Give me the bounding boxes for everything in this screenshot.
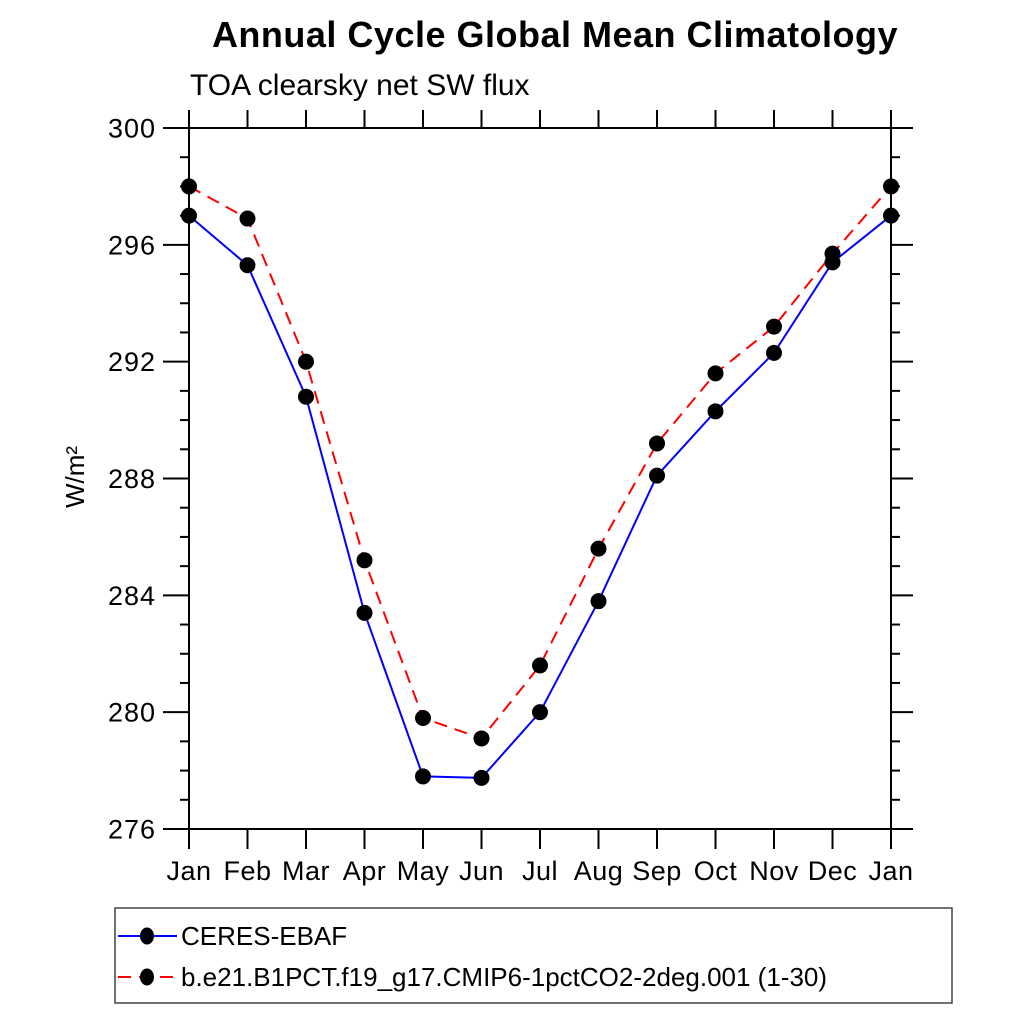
data-point-marker-series-1 — [824, 245, 841, 262]
y-tick-label: 292 — [108, 347, 156, 377]
data-point-marker-series-0 — [649, 467, 665, 484]
x-tick-label: Jan — [166, 856, 211, 886]
data-point-marker-series-0 — [473, 769, 490, 786]
data-point-marker-series-1 — [415, 710, 431, 727]
y-tick-label: 288 — [108, 464, 156, 494]
plot-frame — [188, 127, 892, 830]
data-point-marker-series-0 — [239, 257, 256, 274]
plot-area: 276 280 284 288 292 296 300 Jan Feb Mar Apr May Jun J… — [108, 110, 913, 886]
x-tick-label: Aug — [574, 856, 624, 886]
data-point-marker-series-1 — [356, 552, 373, 569]
legend-label-0: CERES-EBAF — [181, 921, 347, 951]
data-point-marker-series-0 — [766, 344, 782, 361]
y-tick-label: 280 — [108, 698, 156, 728]
x-tick-label: Feb — [223, 856, 271, 886]
legend: CERES-EBAF b.e21.B1PCT.f19_g17.CMIP6-1pct… — [114, 907, 953, 1004]
data-point-marker-series-1 — [707, 365, 724, 382]
chart-subtitle: TOA clearsky net SW flux — [190, 69, 530, 102]
data-point-marker-series-1 — [649, 435, 665, 452]
x-tick-label: Nov — [749, 856, 799, 886]
data-point-marker-series-0 — [707, 403, 724, 420]
x-tick-label: Apr — [343, 856, 387, 886]
data-point-marker-series-1 — [181, 178, 197, 195]
series-line-1 — [188, 185, 892, 740]
x-tick-label: Jun — [459, 856, 504, 886]
data-point-marker-series-1 — [883, 178, 899, 195]
data-point-marker-series-1 — [590, 540, 607, 557]
y-tick-label: 284 — [108, 581, 156, 611]
chart-title: Annual Cycle Global Mean Climatology — [212, 14, 898, 55]
data-point-marker-series-0 — [181, 207, 197, 224]
x-tick-label: Oct — [694, 856, 738, 886]
x-tick-label: Dec — [808, 856, 858, 886]
legend-box — [114, 907, 953, 1004]
data-point-marker-series-0 — [298, 388, 314, 405]
y-tick-label: 296 — [108, 230, 156, 260]
x-tick-label: Sep — [632, 856, 682, 886]
data-point-marker-series-1 — [532, 657, 548, 674]
data-point-marker-series-0 — [356, 604, 373, 621]
data-point-marker-series-1 — [766, 318, 782, 335]
x-tick-label: May — [397, 856, 450, 886]
data-point-marker-series-0 — [532, 704, 548, 721]
y-tick-label: 276 — [108, 815, 156, 845]
data-point-marker-series-0 — [415, 768, 431, 785]
legend-marker-1 — [140, 968, 154, 986]
data-point-marker-series-0 — [883, 207, 899, 224]
series-line-0 — [188, 214, 892, 779]
y-tick-label: 300 — [108, 114, 156, 144]
data-point-marker-series-0 — [590, 593, 607, 610]
x-tick-label: Mar — [282, 856, 330, 886]
data-point-marker-series-1 — [298, 353, 314, 370]
data-point-marker-series-1 — [239, 210, 256, 227]
legend-marker-0 — [140, 927, 154, 945]
x-tick-label: Jul — [522, 856, 558, 886]
data-point-marker-series-1 — [473, 730, 490, 747]
x-tick-label: Jan — [868, 856, 913, 886]
y-axis-label: W/m² — [60, 446, 90, 508]
legend-label-1: b.e21.B1PCT.f19_g17.CMIP6-1pctCO2-2deg.0… — [181, 962, 827, 992]
